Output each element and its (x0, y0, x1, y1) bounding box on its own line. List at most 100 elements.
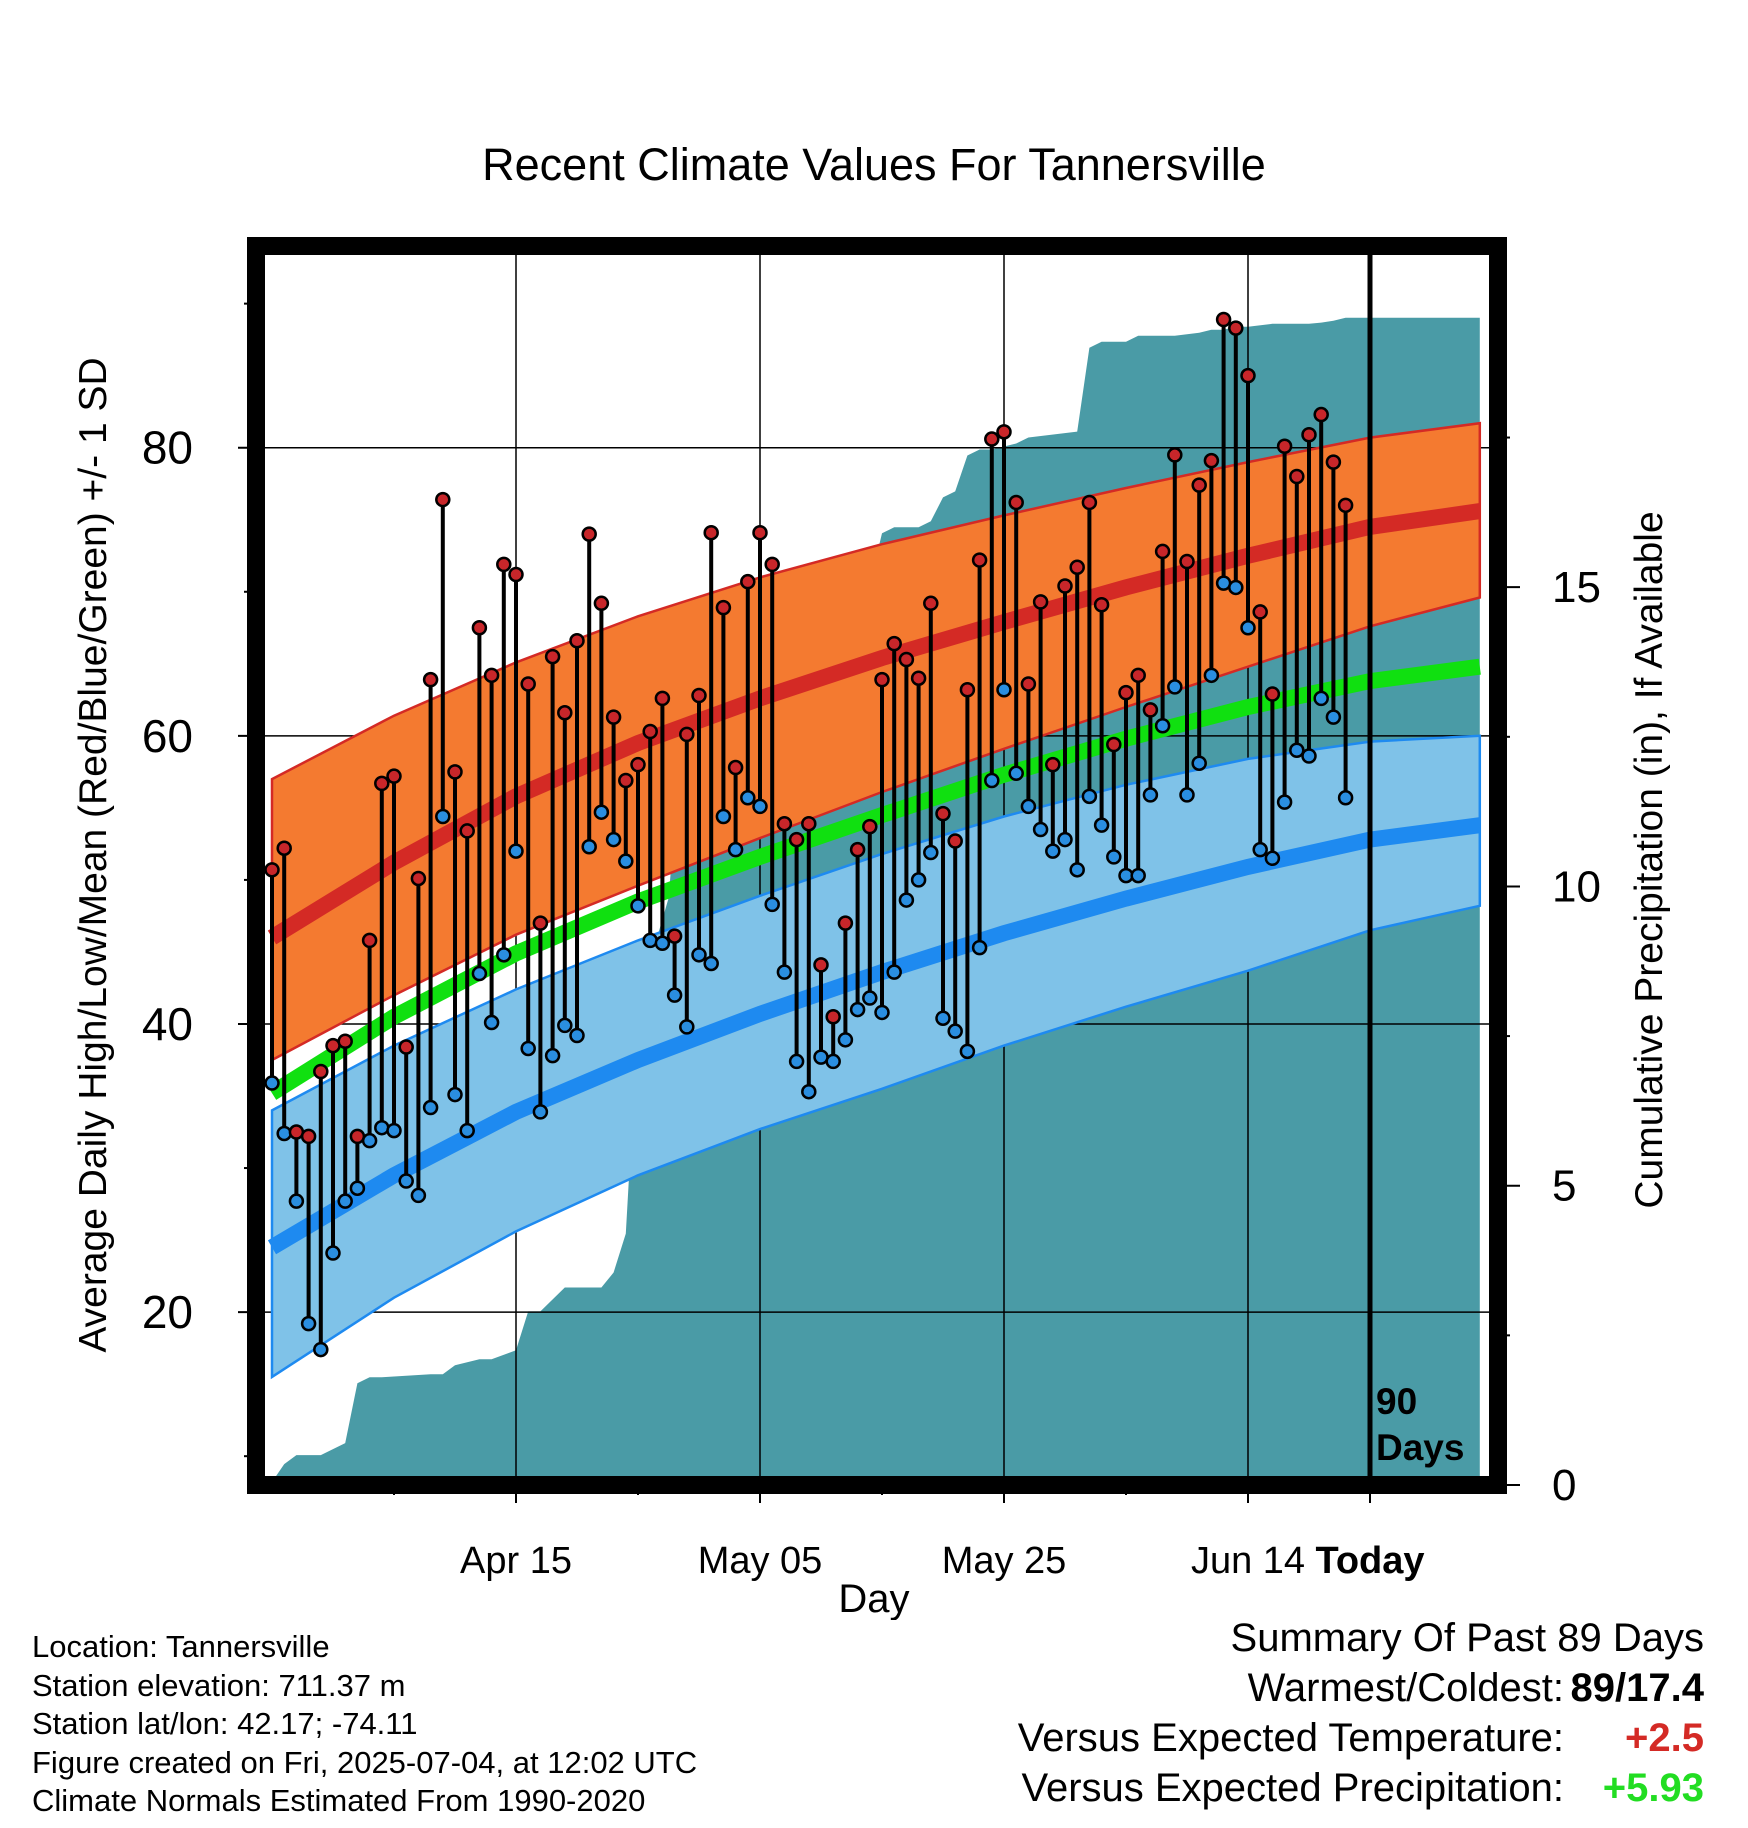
daily-low-marker (276, 1125, 292, 1142)
plot-area: 90 Days 20 40 60 80 0 5 10 15 Apr 15 May 05 May 25 Ju… (142, 237, 1601, 1582)
daily-low-marker (1020, 798, 1037, 815)
daily-high-marker (435, 491, 451, 508)
daily-high-marker (740, 573, 756, 590)
daily-high-marker (996, 424, 1012, 440)
daily-high-marker (898, 651, 915, 668)
summary-title: Summary Of Past 89 Days (1230, 1616, 1704, 1660)
daily-low-marker (752, 798, 768, 815)
daily-high-marker (1215, 311, 1232, 328)
daily-high-marker (1301, 426, 1317, 443)
daily-low-marker (910, 872, 927, 888)
daily-high-marker (1142, 702, 1159, 718)
daily-high-marker (886, 635, 902, 652)
daily-high-marker (1093, 596, 1110, 613)
daily-high-marker (642, 723, 658, 740)
temp-anomaly-value: +2.5 (1625, 1716, 1704, 1760)
daily-low-marker (593, 804, 610, 820)
daily-high-marker (630, 756, 646, 773)
daily-low-marker (1081, 788, 1098, 805)
daily-high-marker (422, 671, 439, 688)
daily-low-marker (727, 841, 744, 858)
daily-low-marker (1008, 765, 1024, 782)
daily-high-marker (715, 599, 732, 616)
y-tick-label: 20 (142, 1286, 193, 1338)
daily-high-marker (1276, 438, 1293, 455)
daily-low-marker (1167, 679, 1183, 695)
daily-low-marker (984, 772, 1000, 789)
daily-high-marker (386, 768, 402, 784)
daily-low-marker (1289, 742, 1305, 758)
daily-low-marker (618, 853, 634, 869)
daily-low-marker (361, 1132, 378, 1149)
daily-high-marker (691, 687, 707, 704)
daily-high-marker (935, 805, 951, 822)
daily-high-marker (361, 932, 378, 949)
daily-high-marker (618, 772, 634, 789)
daily-high-marker (581, 526, 597, 542)
x-tick-label: May 05 (698, 1540, 823, 1582)
daily-high-marker (1252, 604, 1268, 620)
daily-high-marker (1313, 406, 1329, 423)
daily-high-marker (679, 726, 695, 743)
warmest-value: 89/17.4 (1570, 1666, 1704, 1710)
daily-high-marker (703, 524, 719, 541)
daily-low-marker (288, 1193, 305, 1209)
daily-low-marker (313, 1341, 329, 1358)
daily-high-marker (459, 823, 475, 839)
daily-low-marker (959, 1043, 976, 1060)
y2-axis-label: Cumulative Precipitation (in), If Availa… (1628, 511, 1671, 1208)
daily-low-marker (386, 1122, 402, 1139)
daily-high-marker (1020, 676, 1037, 692)
summary-panel: Summary Of Past 89 Days Warmest/Coldest:… (960, 1616, 1704, 1816)
daily-low-marker (788, 1053, 805, 1070)
daily-high-marker (398, 1039, 414, 1055)
daily-high-marker (874, 671, 890, 688)
x-tick-label: Apr 15 (460, 1540, 572, 1582)
daily-low-marker (764, 896, 780, 913)
x-tick-label: Today (1315, 1540, 1424, 1582)
y-tick-label: 60 (142, 710, 193, 762)
daily-low-marker (837, 1032, 854, 1048)
daily-low-marker (1045, 843, 1061, 859)
elevation-text: Station elevation: 711.37 m (32, 1667, 406, 1703)
daily-high-marker (666, 928, 683, 944)
daily-low-marker (1154, 718, 1171, 734)
y2-tick-label: 0 (1552, 1461, 1576, 1510)
daily-high-marker (264, 862, 280, 878)
daily-low-marker (1106, 849, 1122, 865)
daily-high-marker (520, 676, 536, 692)
daily-low-marker (679, 1019, 695, 1035)
daily-low-marker (349, 1180, 366, 1196)
created-text: Figure created on Fri, 2025-07-04, at 12… (32, 1744, 698, 1780)
today-days-word: Days (1376, 1427, 1464, 1468)
plot-frame (247, 237, 1507, 1494)
daily-low-marker (654, 935, 671, 952)
daily-high-marker (862, 818, 878, 835)
daily-high-marker (471, 620, 488, 636)
daily-low-marker (1130, 867, 1146, 884)
daily-high-marker (984, 431, 1000, 447)
latlon-text: Station lat/lon: 42.17; -74.11 (32, 1706, 418, 1741)
daily-low-marker (1093, 817, 1110, 833)
daily-low-marker (947, 1023, 963, 1039)
daily-low-marker (715, 808, 732, 825)
daily-low-marker (1313, 690, 1329, 707)
daily-low-marker (642, 932, 658, 949)
daily-low-marker (849, 1001, 866, 1018)
y2-tick-label: 5 (1552, 1162, 1576, 1211)
daily-low-marker (923, 844, 939, 861)
daily-low-marker (544, 1047, 561, 1064)
daily-low-marker (1142, 787, 1159, 803)
daily-low-marker (422, 1099, 439, 1116)
plot-clip-group: 90 Days (256, 246, 1498, 1485)
daily-high-marker (1106, 736, 1122, 753)
temp-anomaly-label: Versus Expected Temperature: (1017, 1716, 1564, 1760)
daily-low-marker (935, 1010, 951, 1026)
x-tick-label: Jun 14 (1191, 1540, 1305, 1582)
daily-low-marker (471, 965, 488, 982)
daily-low-marker (1325, 709, 1342, 725)
daily-high-marker (752, 524, 768, 541)
daily-high-marker (923, 595, 939, 612)
location-text: Location: Tannersville (32, 1629, 330, 1664)
daily-high-marker (508, 566, 524, 583)
